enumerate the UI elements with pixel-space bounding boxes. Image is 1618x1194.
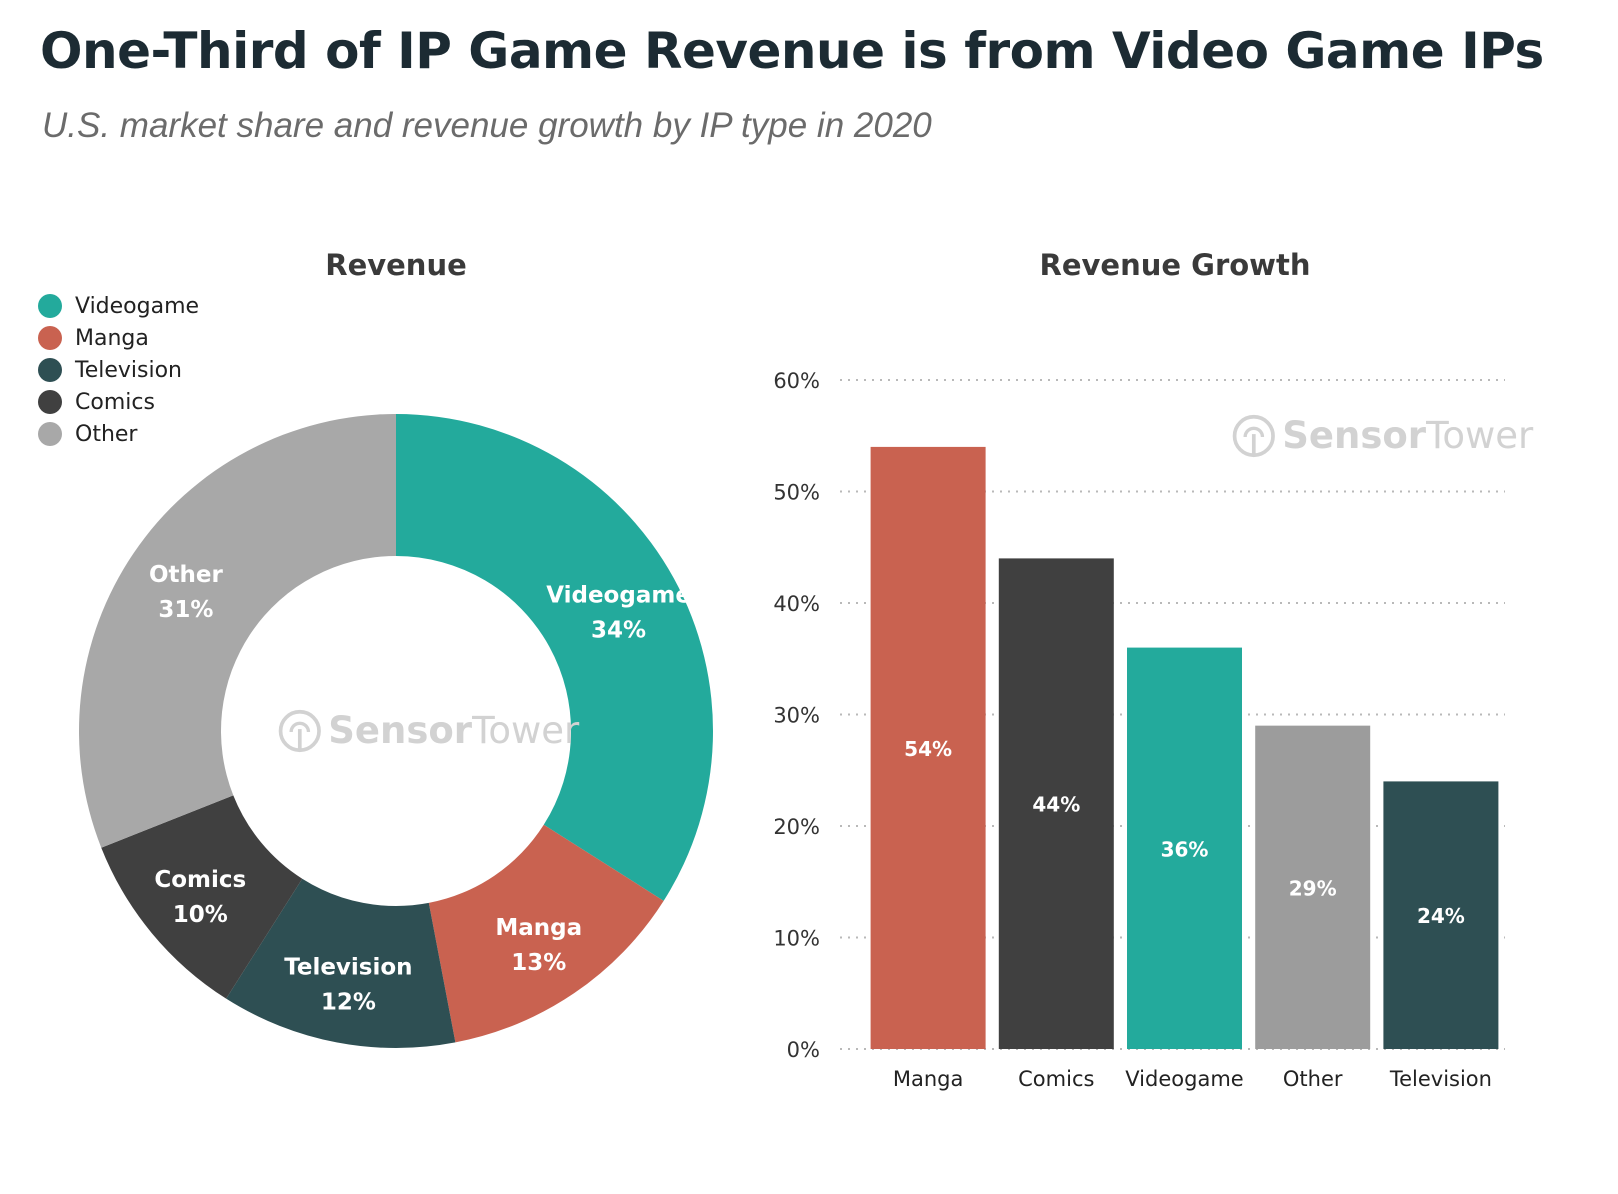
donut-value-other: 31% xyxy=(158,597,213,623)
y-tick-label-10: 10% xyxy=(773,927,820,951)
donut-label-comics: Comics xyxy=(154,867,246,893)
y-tick-label-0: 0% xyxy=(787,1038,820,1062)
bar-value-label-television: 24% xyxy=(1417,904,1465,928)
donut-label-other: Other xyxy=(149,562,224,588)
bar-other xyxy=(1255,725,1371,1049)
x-tick-label-comics: Comics xyxy=(1018,1067,1094,1091)
donut-chart-title: Revenue xyxy=(325,248,467,282)
legend-item-other: Other xyxy=(38,418,199,450)
y-tick-label-60: 60% xyxy=(773,369,820,393)
bar-chart-title: Revenue Growth xyxy=(1040,248,1311,282)
bar-watermark-logo: SensorTower xyxy=(1232,414,1534,457)
donut-slice-television xyxy=(226,878,456,1048)
legend-item-television: Television xyxy=(38,354,199,386)
y-tick-label-30: 30% xyxy=(773,704,820,728)
legend-swatch-manga xyxy=(38,326,62,350)
y-tick-label-50: 50% xyxy=(773,481,820,505)
page-title: One-Third of IP Game Revenue is from Vid… xyxy=(40,22,1544,80)
y-tick-label-20: 20% xyxy=(773,815,820,839)
bar-value-label-other: 29% xyxy=(1289,876,1337,900)
x-tick-label-videogame: Videogame xyxy=(1125,1067,1243,1091)
legend-swatch-videogame xyxy=(38,294,62,318)
legend-item-videogame: Videogame xyxy=(38,290,199,322)
legend-swatch-comics xyxy=(38,390,62,414)
page-subtitle: U.S. market share and revenue growth by … xyxy=(42,106,932,145)
legend-label-television: Television xyxy=(75,357,182,383)
legend-swatch-other xyxy=(38,422,62,446)
donut-legend: Videogame Manga Television Comics Other xyxy=(38,290,199,450)
x-tick-label-other: Other xyxy=(1283,1067,1343,1091)
bar-value-label-manga: 54% xyxy=(904,737,952,761)
bar-television xyxy=(1383,781,1499,1049)
donut-slice-manga xyxy=(428,824,664,1043)
donut-label-videogame: Videogame xyxy=(546,583,691,609)
svg-text:SensorTower: SensorTower xyxy=(328,709,580,752)
bar-comics xyxy=(998,558,1114,1049)
legend-label-manga: Manga xyxy=(75,325,149,351)
legend-item-manga: Manga xyxy=(38,322,199,354)
donut-value-television: 12% xyxy=(321,990,376,1016)
svg-text:SensorTower: SensorTower xyxy=(1282,414,1534,457)
donut-value-videogame: 34% xyxy=(591,618,646,644)
bar-value-label-videogame: 36% xyxy=(1161,837,1209,861)
bar-manga xyxy=(870,446,986,1049)
donut-value-manga: 13% xyxy=(511,950,566,976)
bar-value-label-comics: 44% xyxy=(1032,793,1080,817)
donut-slice-other xyxy=(78,414,396,848)
donut-slice-comics xyxy=(101,795,303,999)
donut-watermark-logo: SensorTower xyxy=(278,709,580,752)
y-tick-label-40: 40% xyxy=(773,592,820,616)
legend-swatch-television xyxy=(38,358,62,382)
legend-item-comics: Comics xyxy=(38,386,199,418)
donut-label-manga: Manga xyxy=(495,915,582,941)
legend-label-videogame: Videogame xyxy=(75,293,200,319)
donut-value-comics: 10% xyxy=(173,902,228,928)
donut-slice-videogame xyxy=(396,414,714,901)
legend-label-other: Other xyxy=(75,421,138,447)
x-tick-label-manga: Manga xyxy=(893,1067,964,1091)
legend-label-comics: Comics xyxy=(75,389,155,415)
donut-label-television: Television xyxy=(284,955,412,981)
bar-videogame xyxy=(1127,647,1242,1049)
x-tick-label-television: Television xyxy=(1389,1067,1492,1091)
